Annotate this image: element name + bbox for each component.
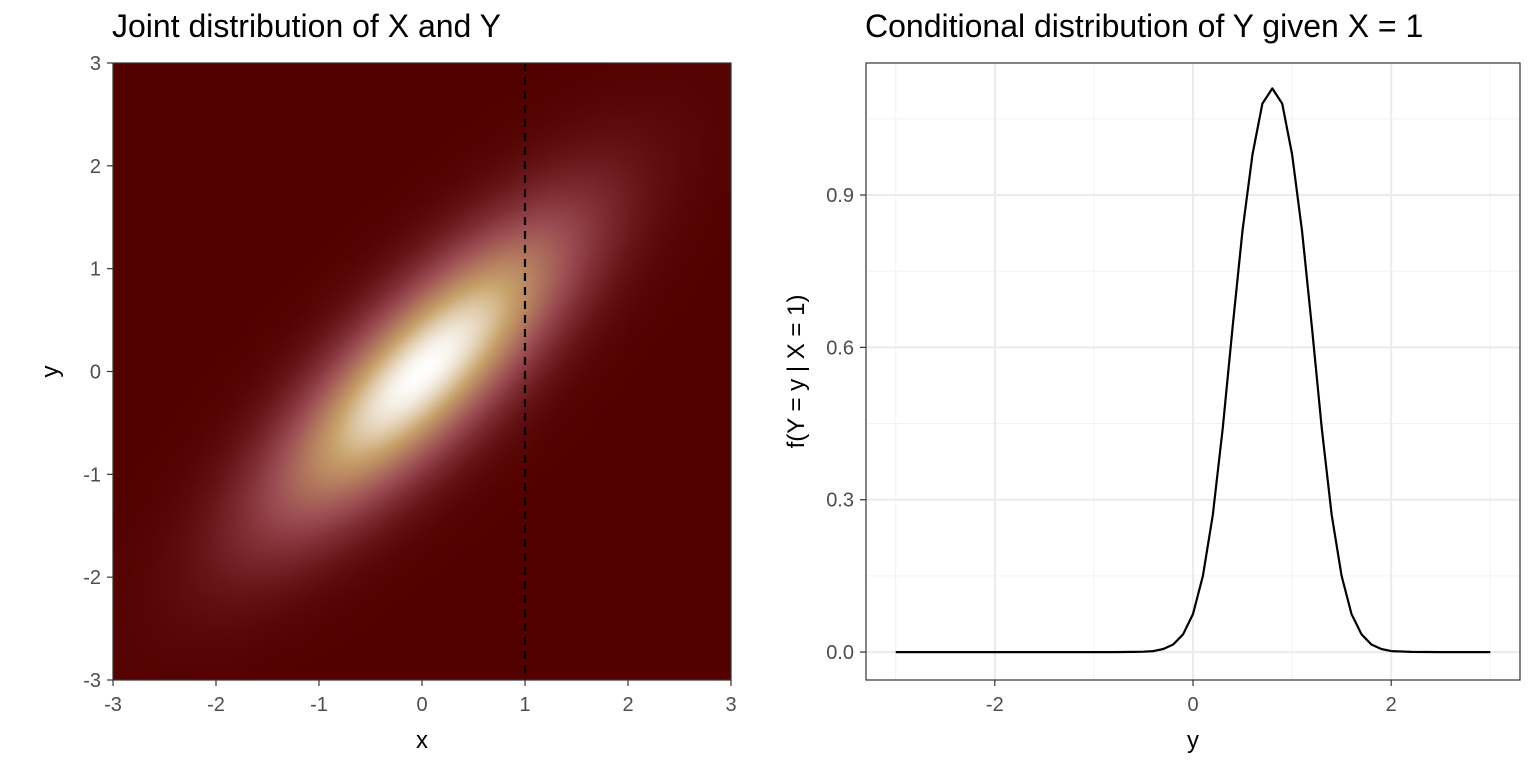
x-tick-label: 2 [622,694,633,716]
y-tick-label: 2 [90,156,101,178]
y-tick-label: 0.3 [826,490,854,512]
y-tick-label: -1 [83,464,101,486]
joint-distribution-panel: Joint distribution of X and Y -3 -2 -1 0 1 2 3… [0,0,760,768]
conditional-line-chart: -2 0 2 0.0 0.3 0.6 0.9 y f(Y = y | X = 1) [783,62,1521,754]
y-tick-label: 1 [90,259,101,281]
conditional-chart-title: Conditional distribution of Y given X = … [865,8,1424,44]
x-tick-label: 0 [416,694,427,716]
y-axis-title: f(Y = y | X = 1) [783,295,810,449]
y-tick-label: 0.6 [826,337,854,359]
y-tick-label: -3 [83,670,101,692]
x-tick-label: 0 [1187,694,1198,716]
density-line [895,87,1491,654]
y-tick-label: 3 [90,53,101,75]
x-tick-label: 2 [1386,694,1397,716]
x-tick-label: -2 [207,694,225,716]
y-tick-label: -2 [83,567,101,589]
x-tick-label: -1 [310,694,328,716]
x-tick-label: -2 [986,694,1004,716]
y-axis-title: y [37,366,64,378]
conditional-distribution-panel: Conditional distribution of Y given X = … [760,0,1536,768]
x-axis-title: x [416,727,428,754]
y-tick-label: 0.0 [826,642,854,664]
y-tick-label: 0.9 [826,185,854,207]
x-tick-label: 1 [519,694,530,716]
x-tick-label: -3 [104,694,122,716]
x-tick-label: 3 [725,694,736,716]
joint-chart-title: Joint distribution of X and Y [112,8,501,44]
y-tick-label: 0 [90,362,101,384]
joint-heatmap-chart: -3 -2 -1 0 1 2 3 -3 -2 -1 0 1 2 3 x y [37,53,737,754]
x-axis-title: y [1187,727,1199,754]
heatmap-raster [113,63,731,680]
